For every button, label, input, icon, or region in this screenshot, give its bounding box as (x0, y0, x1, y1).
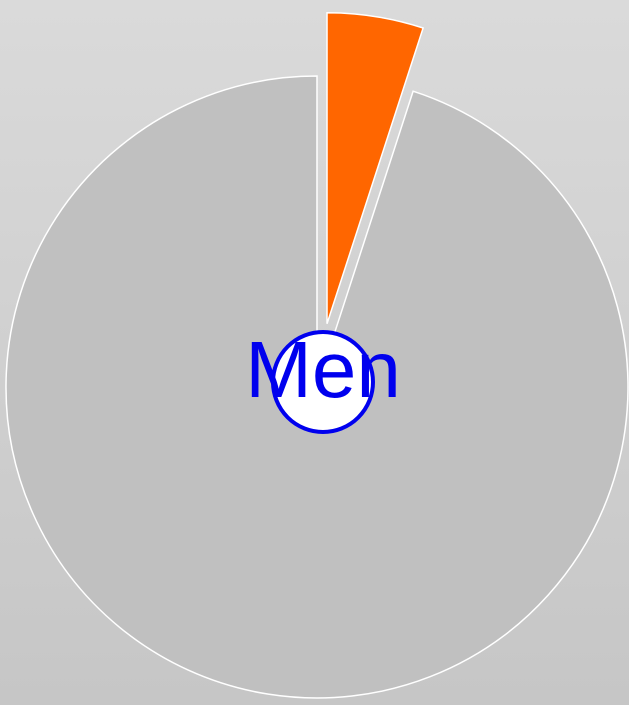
center-label: Men (245, 325, 401, 414)
center-circle (271, 330, 375, 434)
pie-slice (326, 12, 425, 325)
